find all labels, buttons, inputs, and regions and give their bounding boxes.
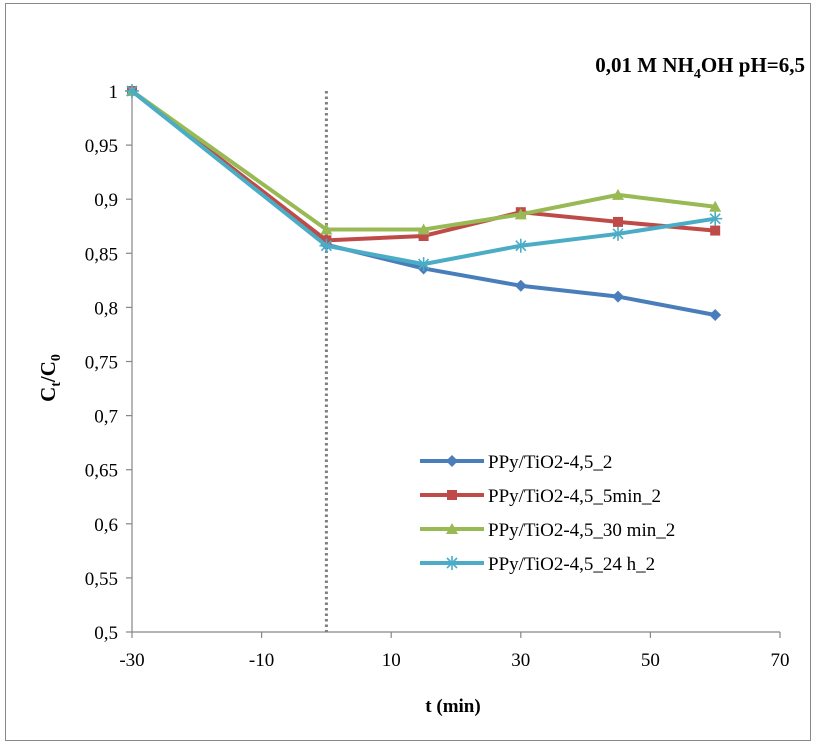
x-tick-label: -30 [119,650,144,671]
series-2 [127,86,721,246]
data-point [319,238,334,253]
data-point [416,257,431,272]
legend-label: PPy/TiO2-4,5_2 [488,452,612,473]
y-tick-label: 1 [109,82,119,103]
chart-title: 0,01 M NH4OH pH=6,5 [595,53,805,82]
data-point [514,208,527,220]
y-tick-label: 0,7 [94,407,118,428]
data-point [709,200,722,212]
x-axis-label: t (min) [425,696,480,717]
series-4 [125,84,723,272]
chart-frame [5,3,811,741]
data-point [418,230,429,241]
title-subscript: 4 [694,67,701,82]
legend-item: PPy/TiO2-4,5_5min_2 [420,486,661,507]
x-tick-label: 30 [511,650,530,671]
y-tick-label: 0,55 [85,569,118,590]
series-line [130,89,718,267]
x-tick-label: -10 [249,650,274,671]
data-point [125,84,139,98]
y-label-c: C [36,387,60,402]
x-tick-label: 70 [771,650,790,671]
data-point [708,211,723,226]
legend-marker [447,490,457,500]
legend-label: PPy/TiO2-4,5_24 h_2 [488,554,655,575]
data-point [710,225,721,236]
y-tick-label: 0,8 [94,298,118,319]
series-line [130,89,718,317]
data-point [613,216,623,227]
y-tick-label: 0,95 [85,136,118,157]
data-point [513,238,528,253]
x-tick-label: 10 [382,650,401,671]
y-axis-label: Ct/C0 [36,354,64,402]
y-label-sub-t: t [49,382,64,387]
title-part-pre: 0,01 M NH [595,53,694,77]
legend-item: PPy/TiO2-4,5_2 [420,452,612,473]
series-layer [125,84,723,321]
legend-marker [446,523,458,534]
x-tick-label: 50 [641,650,660,671]
data-point [611,226,625,241]
y-tick-label: 0,6 [94,515,118,536]
y-label-slash-c: /C [36,361,60,383]
y-tick-label: 0,5 [94,623,118,644]
y-tick-label: 0,85 [85,244,118,265]
legend-label: PPy/TiO2-4,5_30 min_2 [488,520,675,541]
series-line [130,89,718,232]
y-tick-label: 0,65 [85,461,118,482]
title-part-post: OH pH=6,5 [701,53,805,77]
axes-layer: 0,5 0,55 0,6 0,65 0,7 0,75 0,8 0,85 0,9 0,95 1 -30 -… [85,82,790,671]
legend: PPy/TiO2-4,5_2 PPy/TiO2-4,5_5min_2 PPy/TiO… [420,452,675,575]
legend-label: PPy/TiO2-4,5_5min_2 [488,486,661,507]
data-point [612,188,624,200]
legend-marker [446,455,458,467]
legend-item: PPy/TiO2-4,5_24 h_2 [420,554,655,575]
legend-item: PPy/TiO2-4,5_30 min_2 [420,520,675,541]
series-1 [126,85,722,321]
data-point [320,223,333,235]
data-point [612,290,624,303]
y-label-sub-0: 0 [49,354,64,361]
series-line [130,89,718,243]
y-tick-label: 0,9 [94,190,118,211]
y-tick-label: 0,75 [85,353,118,374]
data-point [709,308,722,321]
legend-marker [445,556,459,570]
data-point [417,223,430,235]
data-point [514,279,527,292]
